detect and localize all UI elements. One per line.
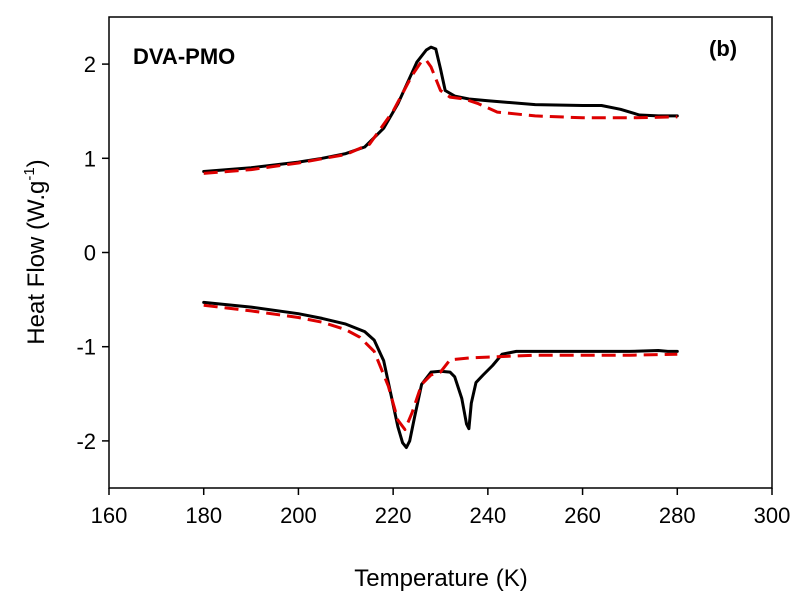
x-tick-label: 160 — [91, 503, 128, 528]
solid-series-line — [202, 300, 679, 449]
series-layer — [202, 45, 679, 449]
y-tick-label: 1 — [84, 146, 96, 171]
y-tick-label: 2 — [84, 52, 96, 77]
y-axis-title-main: Heat Flow (W.g — [23, 181, 50, 345]
y-axis-title-close: ) — [23, 159, 50, 167]
x-tick-label: 300 — [754, 503, 791, 528]
y-tick-label: 0 — [84, 241, 96, 266]
sample-label: DVA-PMO — [133, 44, 235, 69]
panel-label: (b) — [709, 36, 737, 61]
x-tick-label: 200 — [280, 503, 317, 528]
x-tick-label: 240 — [469, 503, 506, 528]
x-axis-title: Temperature (K) — [354, 565, 527, 592]
dashed-series-line — [203, 58, 678, 175]
x-tick-label: 180 — [185, 503, 222, 528]
x-tick-label: 260 — [564, 503, 601, 528]
x-tick-label: 280 — [659, 503, 696, 528]
y-tick-label: -1 — [76, 335, 96, 360]
solid-series-line — [202, 45, 679, 173]
x-tick-label: 220 — [375, 503, 412, 528]
y-axis-title-sup: -1 — [21, 167, 38, 180]
y-tick-label: -2 — [76, 429, 96, 454]
axis-layer: 160 180 200 220 240 260 280 300 -2 -1 0 1 2 — [76, 52, 790, 528]
dashed-series-line — [203, 303, 678, 432]
y-axis-title: Heat Flow (W.g-1) — [21, 159, 50, 344]
